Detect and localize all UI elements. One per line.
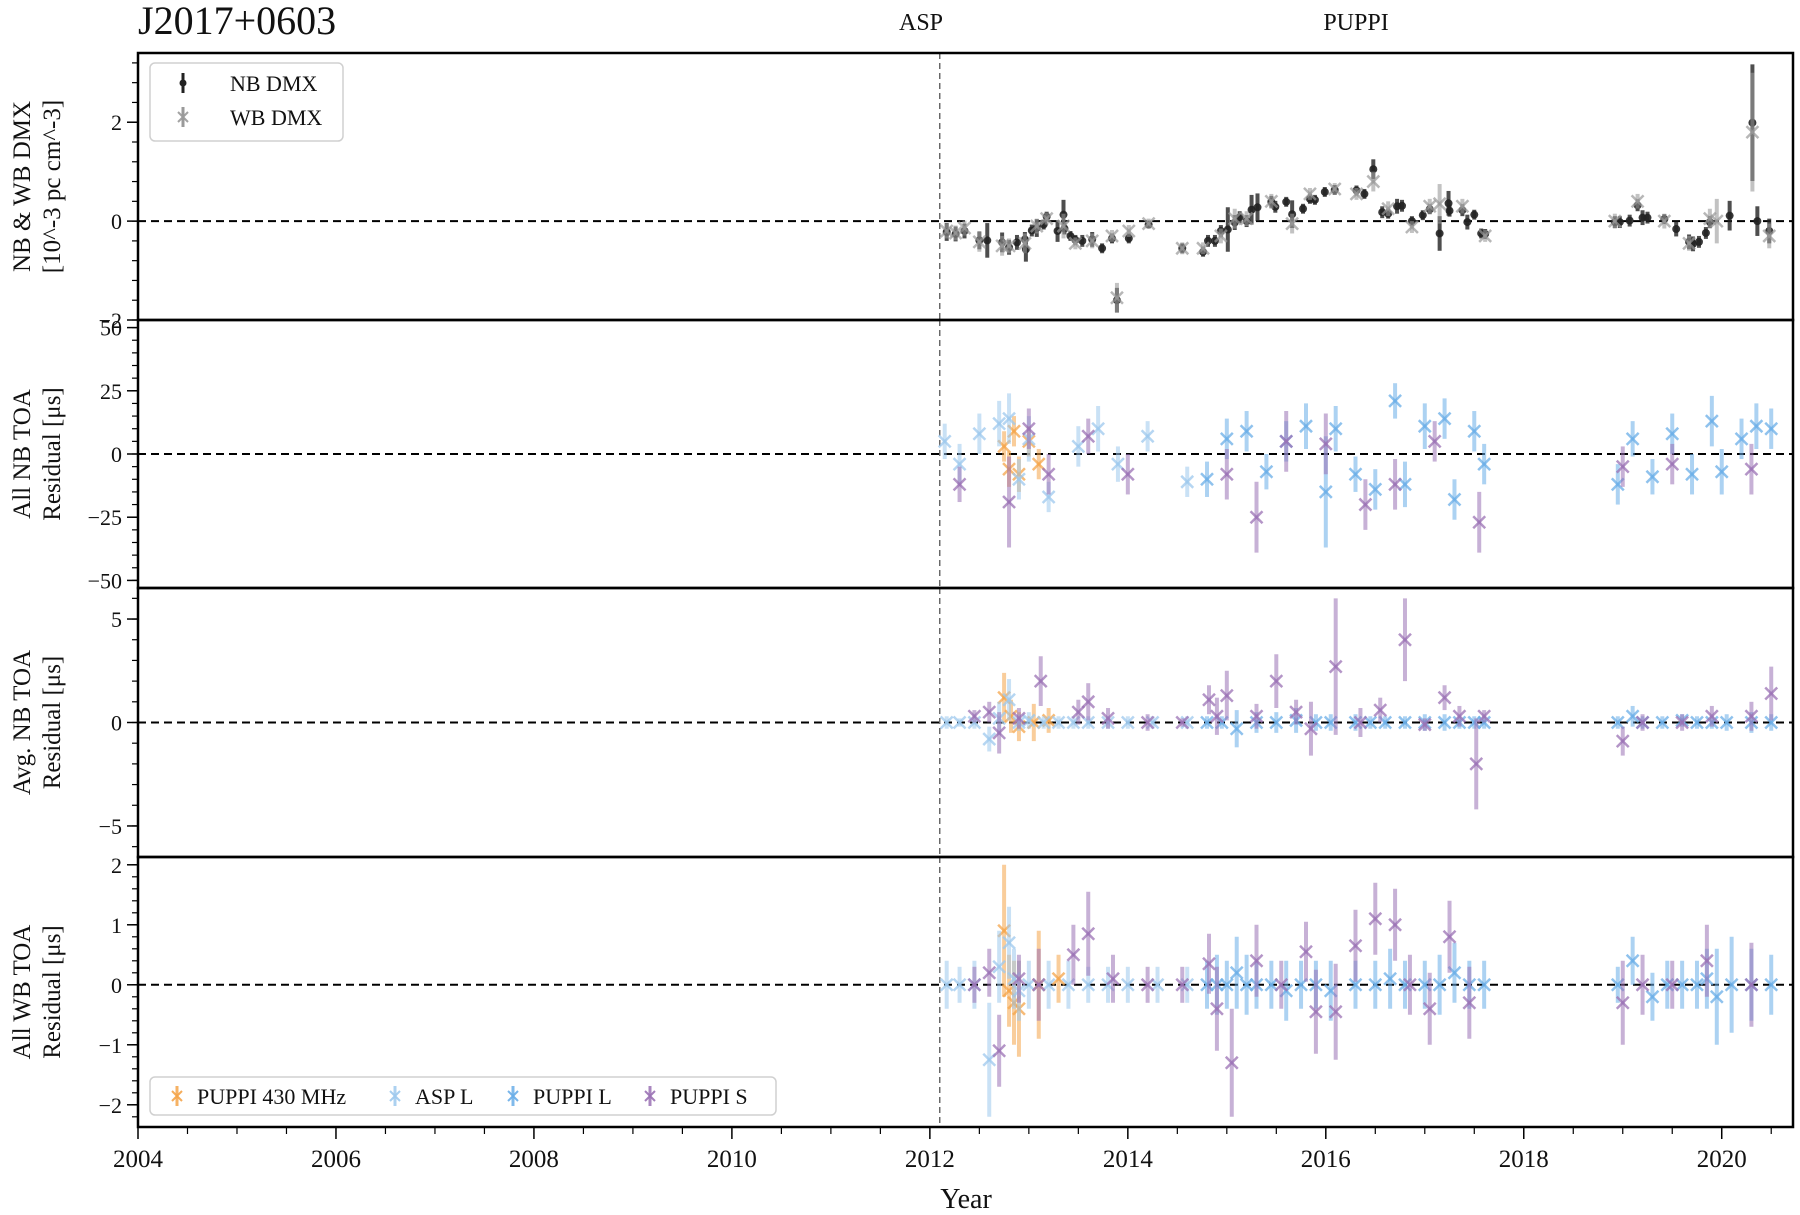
series-puppi-s [967,598,1779,810]
data-point [1418,211,1427,220]
data-point [1320,187,1329,196]
legend-receivers: PUPPI 430 MHz ASP L PUPPI L PUPPI S [149,1076,777,1116]
y-tick-label: 1 [111,913,122,938]
x-axis-label: Year [940,1184,992,1215]
x-tick-label: 2008 [509,1146,559,1173]
axes-frame [136,51,1795,322]
data-series [939,64,1777,313]
series-asp-l [939,679,1195,752]
series-asp-l [939,906,1195,1117]
x-tick-label: 2004 [113,1146,164,1173]
legend-frame [149,1076,777,1116]
legend-dot-icon [179,79,187,87]
data-point [1672,225,1681,234]
y-tick-label: 0 [111,442,122,467]
x-tick-label: 2020 [1697,1146,1747,1173]
series-asp-l [937,393,1195,513]
y-axis-label-units: Residual [μs] [39,925,66,1059]
series-wb-dmx [939,72,1777,313]
legend-label: PUPPI L [533,1084,612,1109]
axes-frame [136,855,1795,1129]
y-tick-label: −50 [88,568,122,593]
data-point [1369,165,1378,174]
data-point [1694,237,1703,246]
series-puppi-s [967,882,1759,1117]
y-tick-label: 2 [111,110,122,135]
x-axis: 2004 2006 2008 2010 2012 2014 2016 2018 2020 [113,1127,1772,1173]
y-tick-label: 25 [100,379,122,404]
data-series [939,864,1779,1117]
legend-label: PUPPI S [670,1084,748,1109]
data-point [1282,197,1291,206]
y-tick-label: 0 [111,209,122,234]
legend-frame [149,62,344,142]
y-axis-label: NB & WB DMX [9,101,36,272]
y-tick-label: 2 [111,853,122,878]
series-puppi-430-mhz [997,672,1056,742]
x-tick-label: 2018 [1499,1146,1549,1173]
y-tick-label: −1 [99,1033,122,1058]
y-tick-label: 0 [111,711,122,736]
data-point [1643,213,1652,222]
legend-label: PUPPI 430 MHz [197,1084,346,1109]
y-axis-label-units: Residual [μs] [39,387,66,521]
data-point [1398,201,1407,210]
panel-dmx: −2 0 2 NB & WB DMX [10^-3 pc cm^-3] [9,51,1795,333]
data-point [1445,206,1454,215]
data-point [1701,228,1710,237]
x-tick-label: 2016 [1301,1146,1351,1173]
y-axis-label-units: [10^-3 pc cm^-3] [39,100,66,273]
series-puppi-s [952,408,1759,553]
y-axis-label: Avg. NB TOA [9,650,36,795]
x-tick-label: 2014 [1103,1146,1154,1173]
y-tick-label: −5 [99,814,122,839]
data-point [1098,244,1107,253]
data-point [1204,236,1213,245]
backend-label-puppi: PUPPI [1323,10,1388,36]
data-point [1360,189,1369,198]
panel-all-wb-residual: −2 −1 0 1 2 All WB TOA Residual [μs] [9,853,1795,1129]
data-point [983,236,992,245]
figure-title: J2017+0603 [138,0,336,43]
data-point [1299,204,1308,213]
series-puppi-l [1200,936,1779,1045]
data-series [937,383,1779,553]
y-tick-label: −2 [99,308,122,333]
y-tick-label: −2 [99,1093,122,1118]
y-axis-label: All NB TOA [9,389,36,519]
data-point [1725,211,1734,220]
data-point [1625,216,1634,225]
backend-label-asp: ASP [899,10,943,36]
legend-label: ASP L [415,1084,473,1109]
panel-all-nb-residual: −50 −25 0 25 50 All NB TOA Residual [μs] [9,316,1795,593]
data-point [1470,210,1479,219]
data-point [1753,217,1762,226]
data-point [1463,218,1472,227]
x-tick-label: 2010 [707,1146,757,1173]
x-tick-label: 2006 [311,1146,361,1173]
y-axis-label-units: Residual [μs] [39,656,66,790]
legend-dmx: NB DMX WB DMX [149,62,344,142]
data-series [939,598,1779,810]
data-point [1253,203,1262,212]
data-point [1435,229,1444,238]
y-tick-label: 5 [111,607,122,632]
legend-label: NB DMX [230,71,318,96]
x-tick-label: 2012 [905,1146,955,1173]
y-tick-label: −25 [88,505,122,530]
panel-avg-nb-residual: −5 0 5 Avg. NB TOA Residual [μs] [9,586,1795,859]
y-axis-label: All WB TOA [9,925,36,1060]
legend-label: WB DMX [230,105,322,130]
y-tick-label: 50 [100,316,122,341]
y-tick-label: 0 [111,973,122,998]
